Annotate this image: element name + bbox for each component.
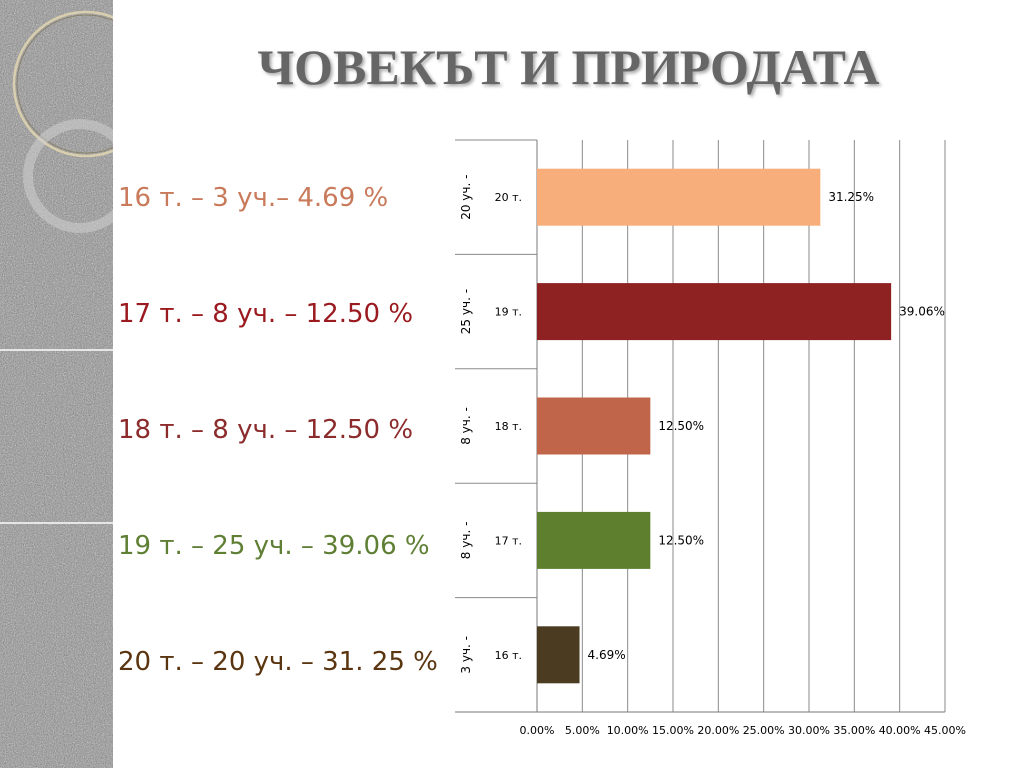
category-label-outer: 20 уч. - [459,175,473,220]
data-label: 31.25% [828,190,874,204]
category-label-inner: 20 т. [495,191,522,204]
x-tick-label: 45.00% [924,724,966,737]
x-tick-label: 40.00% [879,724,921,737]
category-label-inner: 18 т. [495,420,522,433]
bar [537,168,821,226]
category-label-outer: 3 уч. - [459,636,473,674]
ring-small-graphic [23,119,113,233]
stone-texture-graphic [0,0,113,768]
bar [537,283,892,341]
stat-line-19: 19 т. – 25 уч. – 39.06 % [118,531,430,561]
tile-seam [0,349,113,351]
bar-chart: 31.25% 20 т. 20 уч. - 39.06% 19 т. 25 уч. - 12… [455,139,966,737]
category-label-inner: 16 т. [495,649,522,662]
category-label-outer: 25 уч. - [459,289,473,334]
x-tick-label: 20.00% [697,724,739,737]
bar [537,626,580,684]
category-label-inner: 19 т. [495,306,522,319]
page-title: ЧОВЕКЪТ И ПРИРОДАТА [257,39,880,95]
x-tick-label: 5.00% [565,724,600,737]
stat-line-18: 18 т. – 8 уч. – 12.50 % [118,415,414,445]
stat-line-17: 17 т. – 8 уч. – 12.50 % [118,299,414,329]
x-tick-label: 35.00% [833,724,875,737]
x-tick-label: 25.00% [743,724,785,737]
x-tick-label: 15.00% [652,724,694,737]
data-label: 12.50% [658,419,704,433]
bar [537,511,651,569]
bar [537,397,651,455]
x-tick-label: 0.00% [520,724,555,737]
data-label: 12.50% [658,533,704,547]
x-tick-label: 30.00% [788,724,830,737]
x-tick-label: 10.00% [607,724,649,737]
data-label: 4.69% [588,648,626,662]
category-label-outer: 8 уч. - [459,407,473,445]
ring-large-graphic [12,10,113,158]
tile-seam [0,522,113,524]
stat-line-16: 16 т. – 3 уч.– 4.69 % [118,183,389,213]
category-label-outer: 8 уч. - [459,522,473,560]
stat-line-20: 20 т. – 20 уч. – 31. 25 % [118,647,438,677]
decorative-sidebar [0,0,113,768]
category-label-inner: 17 т. [495,534,522,547]
data-label: 39.06% [899,305,945,319]
